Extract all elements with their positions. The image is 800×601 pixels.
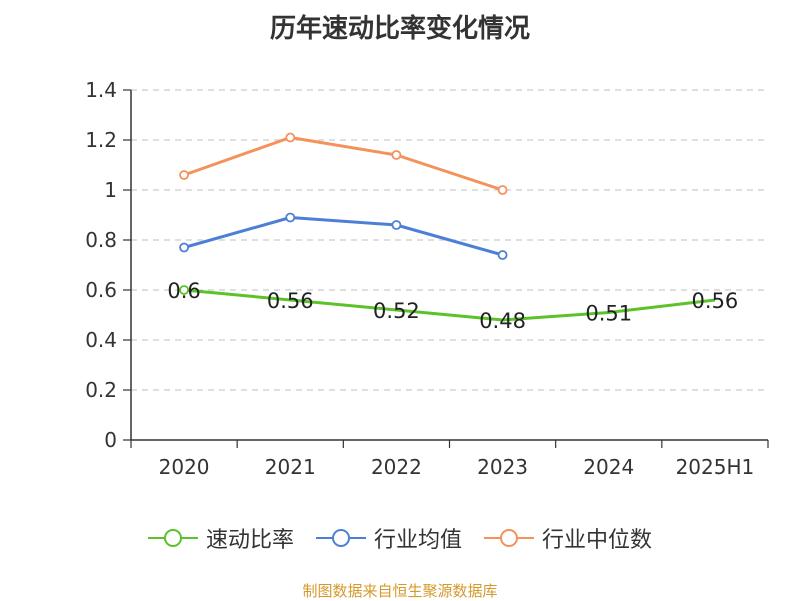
legend-item-industry-median[interactable]: 行业中位数 <box>484 522 652 554</box>
x-tick-label: 2024 <box>583 455 634 479</box>
x-tick-label: 2021 <box>265 455 316 479</box>
y-tick-label: 0.4 <box>85 328 117 352</box>
y-tick-label: 0.8 <box>85 228 117 252</box>
legend-item-industry-mean[interactable]: 行业均值 <box>315 522 462 554</box>
data-point <box>497 185 508 195</box>
series-line <box>183 216 504 257</box>
legend-swatch-industry-median <box>484 529 534 547</box>
legend-swatch-industry-mean <box>315 529 366 547</box>
series-line <box>183 288 716 322</box>
data-point <box>285 212 296 223</box>
legend-swatch-quick-ratio <box>147 529 198 547</box>
y-tick-label: 0.2 <box>85 378 117 402</box>
legend-label-industry-median: 行业中位数 <box>542 528 653 553</box>
x-tick-label: 2020 <box>159 455 210 479</box>
data-point <box>179 285 189 295</box>
x-tick-label: 2025H1 <box>676 455 755 479</box>
legend-label-industry-mean: 行业均值 <box>373 528 462 553</box>
y-tick-label: 0.6 <box>85 278 117 302</box>
data-point <box>179 242 189 253</box>
y-tick-label: 1 <box>104 178 117 202</box>
data-label: 0.6 <box>167 279 200 303</box>
legend-label-quick-ratio: 速动比率 <box>205 528 294 553</box>
data-label: 0.52 <box>373 299 420 323</box>
data-label: 0.56 <box>692 289 739 313</box>
x-tick-label: 2023 <box>477 455 528 479</box>
data-point <box>391 150 402 160</box>
data-label: 0.56 <box>267 289 314 313</box>
x-tick-label: 2022 <box>371 455 422 479</box>
source-note: 制图数据来自恒生聚源数据库 <box>302 582 498 600</box>
y-tick-label: 1.4 <box>85 78 117 102</box>
data-label: 0.48 <box>479 309 526 333</box>
y-tick-label: 0 <box>104 428 117 452</box>
data-point <box>285 132 296 143</box>
data-label: 0.51 <box>585 302 632 326</box>
legend-item-quick-ratio[interactable]: 速动比率 <box>147 522 294 554</box>
legend: 速动比率 行业均值 行业中位数 <box>0 522 800 554</box>
chart-title: 历年速动比率变化情况 <box>269 14 530 44</box>
series-line <box>183 136 504 192</box>
y-tick-label: 1.2 <box>85 128 117 152</box>
data-point <box>497 250 508 260</box>
data-point <box>391 220 402 230</box>
data-point <box>179 170 189 180</box>
